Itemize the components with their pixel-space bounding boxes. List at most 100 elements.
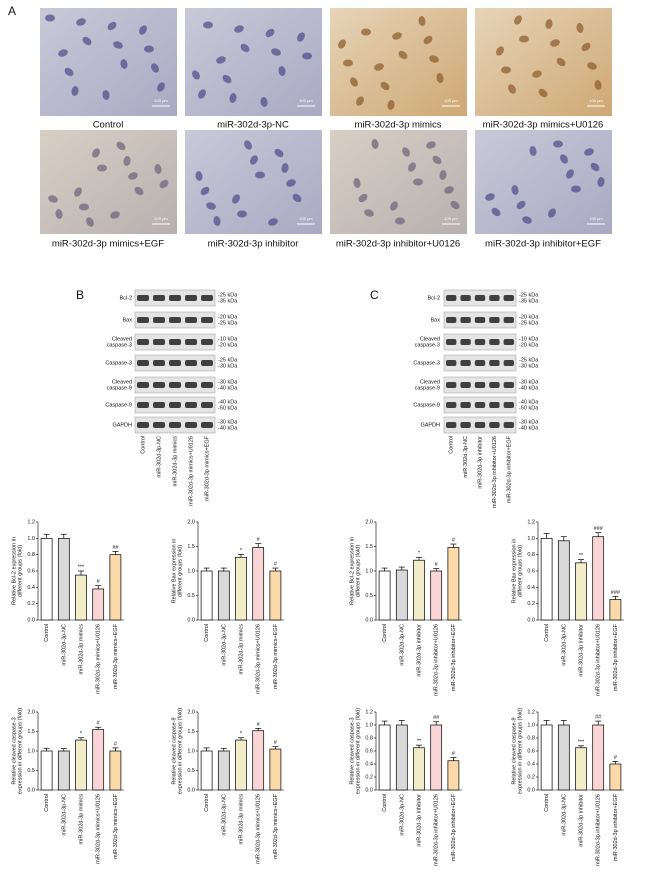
- significance: #: [614, 755, 618, 761]
- cell-nucleus: [79, 203, 89, 211]
- x-tick-label: Control: [544, 794, 550, 812]
- blot-kda: -40 kDa: [218, 425, 238, 431]
- bar: [217, 570, 230, 621]
- bar: [609, 763, 622, 791]
- x-tick-label: miR-302d-3p mimics: [78, 794, 84, 845]
- blot-band: [153, 360, 165, 366]
- cell-nucleus: [418, 16, 426, 26]
- cell-nucleus: [538, 88, 548, 98]
- bar: [592, 724, 605, 791]
- blot-band: [201, 360, 213, 366]
- cell-nucleus: [195, 171, 203, 181]
- blot-band: [446, 422, 457, 428]
- cell-nucleus: [444, 186, 454, 194]
- blot-band: [489, 402, 500, 408]
- blot-band: [201, 422, 213, 428]
- y-tick-label: 2.0: [187, 519, 195, 525]
- y-tick-label: 1.0: [187, 568, 195, 574]
- lane-label: miR-302d-3p inhibitor: [477, 436, 483, 489]
- cell-nucleus: [102, 90, 110, 100]
- blot-kda: -40 kDa: [519, 399, 539, 405]
- cell-nucleus: [553, 140, 563, 148]
- blot-band: [169, 339, 181, 345]
- blot-row-label: Caspase-9: [105, 402, 132, 408]
- y-axis-title: Relative Bax expression in: [171, 539, 177, 604]
- y-tick-label: 0.2: [365, 774, 373, 780]
- cell-nucleus: [240, 43, 250, 53]
- significance: #: [452, 538, 456, 544]
- blot-band: [489, 295, 500, 301]
- significance: #: [257, 722, 261, 728]
- bar: [378, 570, 391, 621]
- scale-label: 100 μm: [444, 98, 458, 103]
- significance: ###: [594, 526, 604, 532]
- cell-nucleus: [302, 52, 312, 60]
- y-tick-label: 1.5: [27, 729, 35, 735]
- y-tick-label: 0.2: [527, 774, 535, 780]
- significance: #: [257, 537, 261, 543]
- cell-nucleus: [120, 59, 128, 69]
- cell-nucleus: [408, 162, 416, 172]
- x-tick-label: miR-302d-3p mimics+EGF: [273, 793, 279, 859]
- lane-label: miR-302d-3p inhibitor+EGF: [506, 435, 512, 503]
- blot-band: [169, 317, 181, 323]
- bar: [609, 599, 622, 621]
- cell-nucleus: [107, 21, 117, 31]
- image-caption: miR-302d-3p inhibitor: [208, 239, 299, 250]
- cell-nucleus: [159, 179, 169, 189]
- blot-band: [503, 402, 514, 408]
- y-tick-label: 0.0: [187, 617, 195, 623]
- image-caption: miR-302d-3p inhibitor+EGF: [485, 239, 601, 250]
- cell-nucleus: [514, 15, 522, 25]
- bar: [40, 537, 53, 621]
- blot-row-label: Cleaved: [420, 336, 440, 342]
- y-tick-label: 0.5: [187, 768, 195, 774]
- blot-band: [153, 339, 165, 345]
- cell-nucleus: [48, 195, 58, 203]
- blot-kda: -20 kDa: [519, 342, 539, 348]
- x-tick-label: miR-302d-3p mimics+U0126: [96, 624, 102, 694]
- blot-row-label: Caspase-9: [413, 402, 440, 408]
- micrograph: [185, 130, 322, 234]
- x-tick-label: miR-302d-3p mimics: [238, 624, 244, 675]
- blot-kda: -35 kDa: [519, 298, 539, 304]
- blot-band: [185, 295, 197, 301]
- cell-nucleus: [229, 93, 237, 103]
- blot-kda: -20 kDa: [218, 314, 238, 320]
- blot-band: [503, 317, 514, 323]
- blot-band: [446, 295, 457, 301]
- y-tick-label: 0.6: [527, 748, 535, 754]
- cell-nucleus: [423, 35, 433, 45]
- y-tick-label: 2.0: [187, 709, 195, 715]
- cell-nucleus: [58, 49, 68, 57]
- y-tick-label: 1.5: [187, 544, 195, 550]
- significance: #: [114, 741, 118, 747]
- significance: ***: [578, 739, 585, 745]
- cell-nucleus: [371, 139, 379, 149]
- cell-nucleus: [597, 177, 605, 187]
- cell-nucleus: [274, 148, 284, 158]
- cell-nucleus: [74, 187, 82, 197]
- cell-nucleus: [432, 155, 442, 165]
- cell-nucleus: [426, 141, 436, 149]
- y-axis-title: Relative cleaved caspase-9: [511, 717, 517, 784]
- y-tick-label: 1.5: [187, 729, 195, 735]
- cell-nucleus: [232, 194, 240, 204]
- x-tick-label: Control: [44, 794, 50, 812]
- bar: [540, 724, 553, 791]
- blot-band: [474, 402, 486, 408]
- significance: *: [80, 731, 83, 737]
- micrograph: [475, 8, 612, 116]
- y-axis-title: expression in different groups (fold): [177, 708, 183, 794]
- blot-band: [460, 422, 471, 428]
- blot-row-label: caspase-9: [415, 385, 440, 391]
- x-tick-label: miR-302d-3p mimics+U0126: [256, 624, 262, 694]
- y-tick-label: 1.5: [365, 544, 373, 550]
- cell-nucleus: [496, 46, 504, 56]
- blot-band: [169, 360, 181, 366]
- significance: ***: [78, 564, 85, 570]
- cell-nucleus: [244, 140, 252, 150]
- cell-nucleus: [571, 185, 581, 193]
- cell-nucleus: [154, 164, 162, 174]
- cell-nucleus: [192, 70, 200, 80]
